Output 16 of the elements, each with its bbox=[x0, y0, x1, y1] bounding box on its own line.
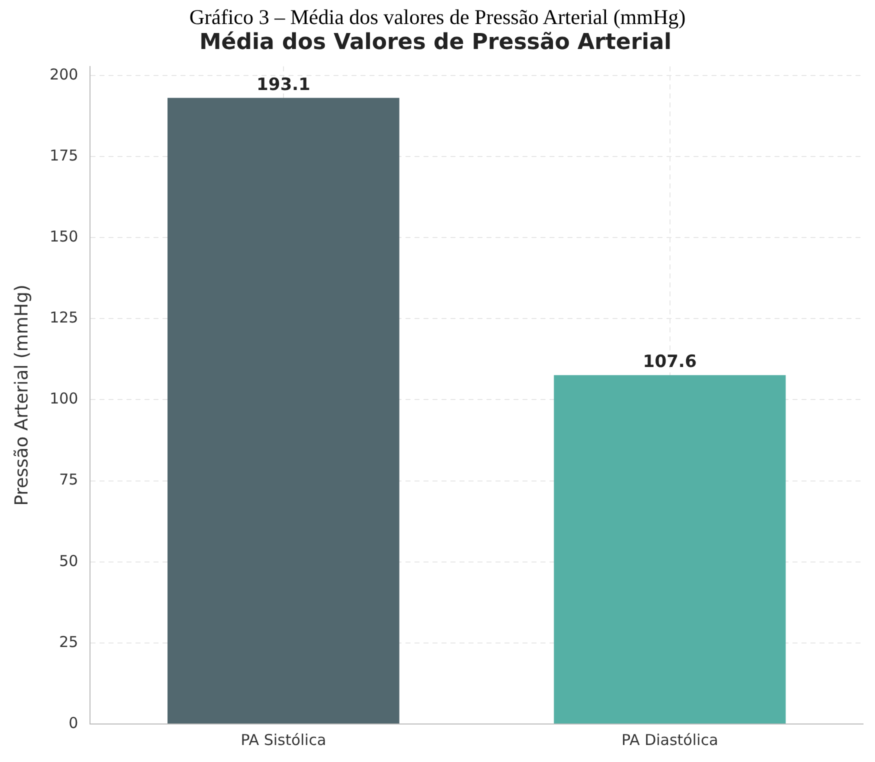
y-tick-label: 200 bbox=[50, 65, 78, 84]
data-label: 107.6 bbox=[642, 352, 697, 372]
y-tick-label: 125 bbox=[50, 308, 78, 327]
data-label: 193.1 bbox=[256, 74, 310, 95]
y-tick-label: 175 bbox=[50, 146, 78, 164]
x-tick-label: PA Diastólica bbox=[621, 730, 718, 749]
y-axis-title: Pressão Arterial (mmHg) bbox=[11, 284, 32, 506]
y-tick-label: 25 bbox=[59, 632, 78, 651]
y-tick-label: 75 bbox=[59, 470, 78, 489]
y-tick-label: 50 bbox=[59, 552, 78, 570]
chart-title: Média dos Valores de Pressão Arterial bbox=[199, 30, 672, 55]
y-tick-label: 150 bbox=[50, 228, 78, 246]
text: Gráfico 3 – Média dos valores de Pressão Arterial (mmHg) bbox=[188, 4, 687, 30]
y-tick-label: 100 bbox=[50, 390, 78, 408]
x-tick-label: PA Sistólica bbox=[240, 730, 326, 749]
y-tick-label: 0 bbox=[68, 714, 78, 732]
